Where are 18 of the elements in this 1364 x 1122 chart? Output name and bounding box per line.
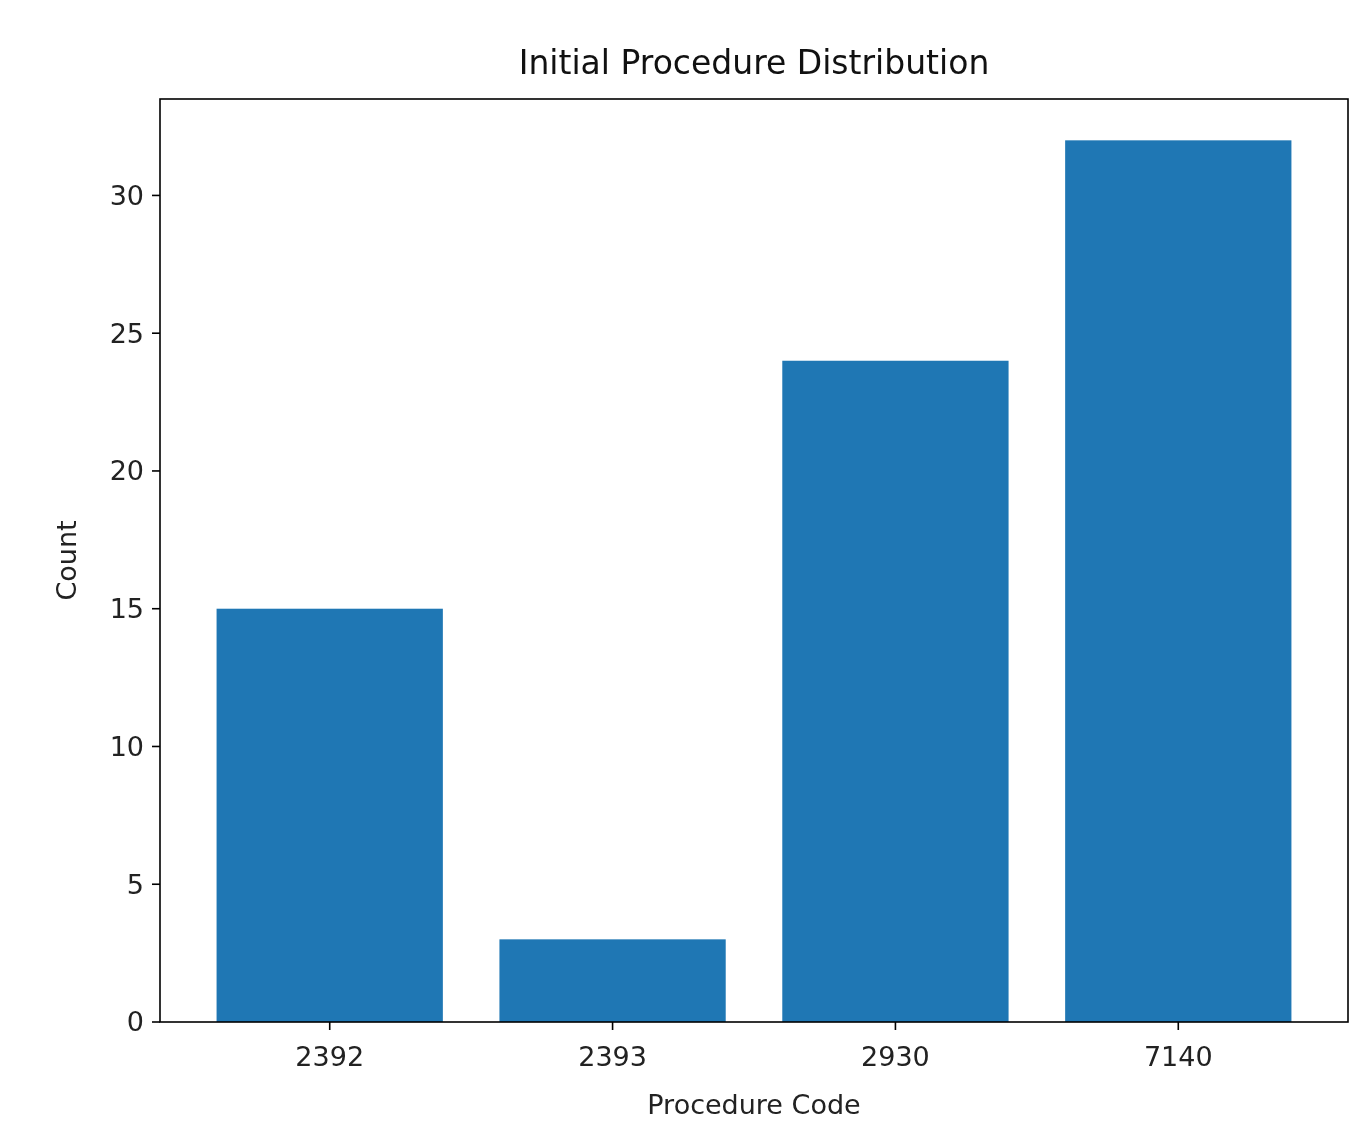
y-tick-label: 25 xyxy=(109,317,144,349)
x-axis-title: Procedure Code xyxy=(647,1089,861,1120)
y-tick-label: 0 xyxy=(126,1006,144,1038)
y-axis-title: Count xyxy=(51,520,82,601)
chart-title: Initial Procedure Distribution xyxy=(518,43,990,82)
bar xyxy=(1065,140,1292,1022)
bar xyxy=(216,608,443,1022)
y-tick-label: 30 xyxy=(109,179,144,211)
y-tick-label: 10 xyxy=(109,730,144,762)
y-tick-label: 20 xyxy=(109,455,144,487)
bar xyxy=(782,360,1009,1022)
bar xyxy=(499,939,726,1022)
x-tick-label: 2930 xyxy=(861,1041,930,1072)
y-tick-label: 5 xyxy=(126,868,144,900)
x-tick-label: 2392 xyxy=(295,1041,365,1072)
y-tick-label: 15 xyxy=(109,593,144,625)
x-tick-label: 7140 xyxy=(1143,1041,1213,1072)
x-tick-label: 2393 xyxy=(578,1041,647,1072)
